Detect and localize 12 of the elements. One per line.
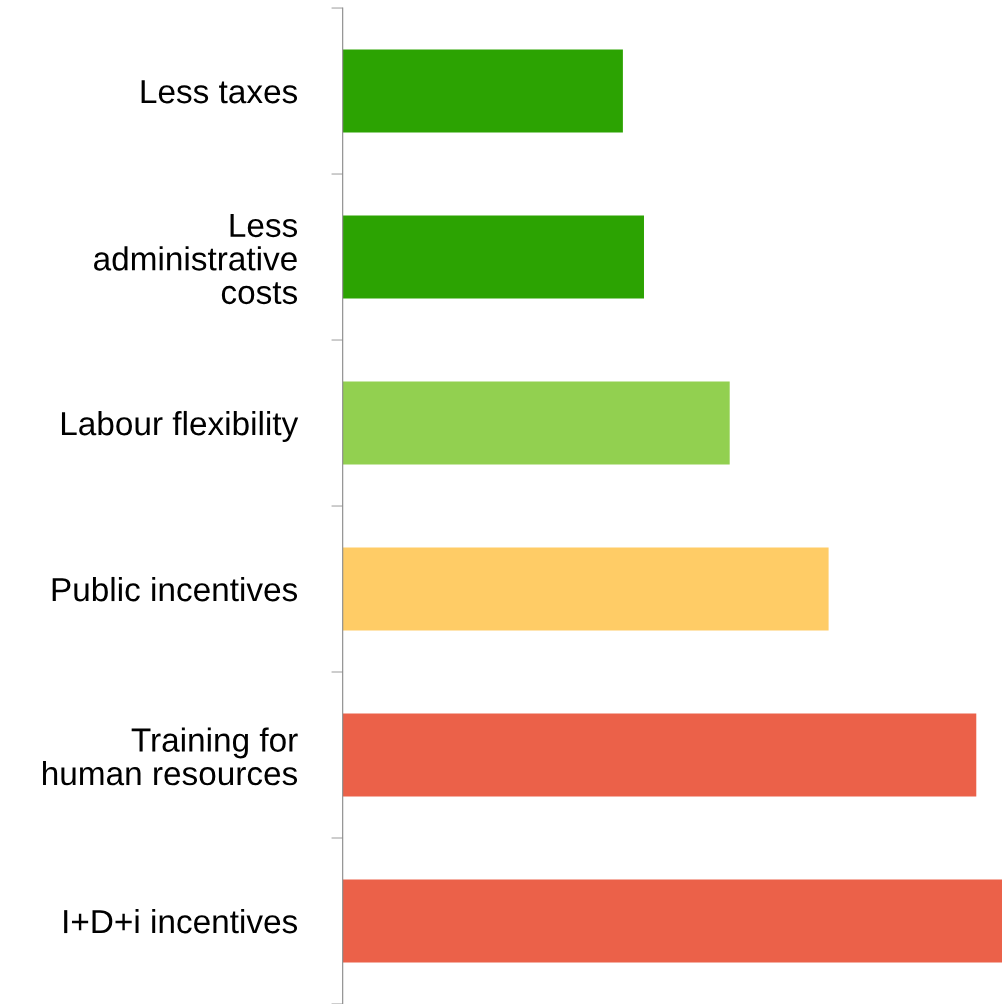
bar (342, 713, 977, 797)
bar (342, 215, 644, 299)
bar (342, 879, 1002, 963)
y-tick-label: I+D+i incentives (64, 908, 298, 934)
bar (342, 49, 623, 133)
y-tick-label: Public incentives (52, 576, 298, 602)
bar (342, 381, 730, 465)
y-tick-label: Less administrative costs (94, 213, 298, 305)
y-tick-label: Less taxes (141, 80, 298, 104)
y-tick-label: Labour flexibility (61, 410, 299, 443)
y-tick-label: Training for human resources (43, 727, 298, 786)
bar (342, 547, 829, 631)
